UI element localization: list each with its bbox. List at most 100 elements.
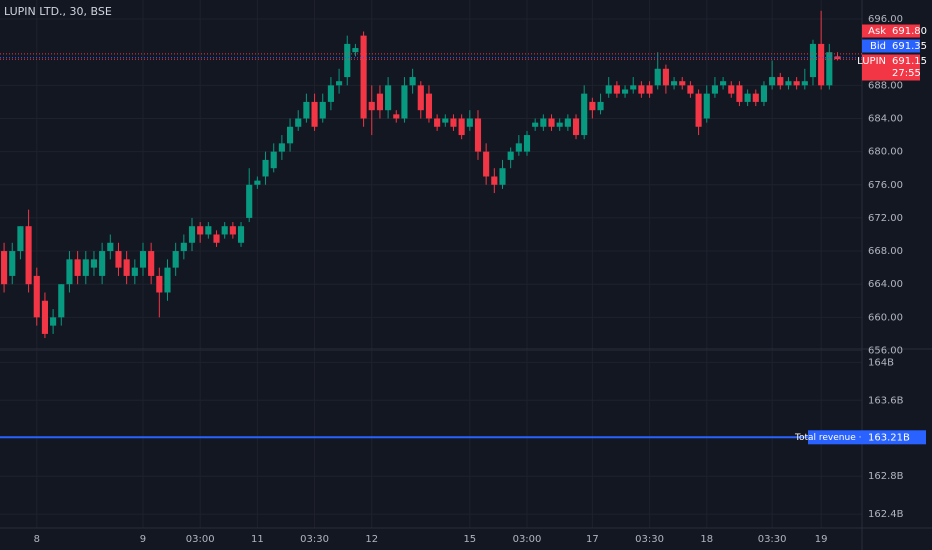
- candle-body: [736, 85, 743, 102]
- candle-body: [17, 226, 24, 252]
- candle-body: [442, 118, 449, 123]
- candle-body: [237, 226, 245, 243]
- y-tick-label: 696.00: [868, 14, 903, 25]
- x-tick-label: 11: [251, 534, 264, 545]
- candle-body: [809, 43, 817, 78]
- x-tick-label: 03:30: [758, 534, 787, 545]
- candle-body: [286, 126, 294, 144]
- y-tick-label: 676.00: [868, 180, 903, 191]
- revenue-name-box: [808, 430, 862, 445]
- y-tick-label: 680.00: [868, 147, 903, 158]
- candle-body: [172, 251, 179, 268]
- candle-body: [793, 81, 800, 86]
- x-tick-label: 03:00: [513, 534, 542, 545]
- candle-body: [327, 85, 334, 102]
- x-tick-label: 8: [34, 534, 40, 545]
- x-tick-label: 15: [463, 534, 476, 545]
- y-tick-label: 664.00: [868, 279, 903, 290]
- revenue-name: Total revenue · FY: [794, 433, 875, 443]
- quote-label-box: [862, 54, 920, 81]
- candle-body: [720, 81, 727, 86]
- candle-body: [744, 93, 751, 102]
- y2-tick-label: 164B: [868, 357, 894, 368]
- candle-body: [270, 151, 277, 169]
- candle-body: [197, 226, 204, 235]
- candle-body: [221, 226, 228, 235]
- candle-body: [532, 122, 539, 127]
- candle-body: [417, 85, 424, 111]
- candle-body: [188, 226, 196, 243]
- candle-body: [164, 267, 171, 293]
- y2-tick-label: 163.6B: [868, 395, 904, 406]
- candle-body: [50, 317, 57, 326]
- candle-body: [671, 81, 678, 86]
- candle-body: [74, 259, 81, 276]
- candle-body: [777, 77, 784, 86]
- marks: [1, 10, 841, 339]
- candle-body: [278, 143, 285, 152]
- candle-body: [33, 275, 40, 318]
- candle-body: [368, 101, 375, 111]
- candle-body: [638, 85, 645, 94]
- candle-body: [826, 52, 833, 86]
- candle-body: [303, 101, 310, 119]
- y-tick-label: 660.00: [868, 312, 903, 323]
- x-tick-label: 17: [586, 534, 599, 545]
- candle-body: [499, 168, 506, 185]
- candle-body: [711, 85, 718, 94]
- candle-body: [474, 118, 482, 152]
- candle-body: [1, 251, 8, 285]
- candle-body: [25, 226, 32, 285]
- candle-body: [352, 48, 359, 53]
- candle-body: [597, 101, 604, 111]
- candle-body: [107, 242, 114, 252]
- candle-body: [695, 93, 702, 127]
- candle-body: [9, 251, 16, 276]
- candle-body: [450, 118, 457, 127]
- candle-body: [205, 226, 212, 235]
- candle-body: [295, 118, 302, 127]
- candle-body: [254, 180, 261, 185]
- candle-body: [703, 93, 710, 119]
- candle-body: [760, 85, 768, 102]
- candle-body: [801, 81, 808, 86]
- candle-body: [58, 284, 65, 318]
- candle-body: [646, 85, 653, 94]
- candle-body: [99, 251, 106, 276]
- candle-body: [483, 151, 490, 177]
- candle-body: [434, 118, 441, 127]
- candle-body: [613, 85, 620, 94]
- grid: [0, 0, 862, 528]
- candle-body: [41, 300, 49, 334]
- candle-body: [319, 101, 326, 119]
- candle-body: [115, 251, 122, 268]
- candle-body: [213, 234, 220, 243]
- x-tick-label: 18: [700, 534, 713, 545]
- candle-body: [679, 81, 686, 86]
- candle-body: [507, 151, 514, 160]
- x-tick-label: 12: [365, 534, 378, 545]
- y-tick-label: 656.00: [868, 345, 903, 356]
- quote-label-box: [862, 24, 920, 38]
- candle-body: [90, 259, 98, 268]
- candle-body: [344, 43, 351, 78]
- quote-label-box: [862, 39, 920, 53]
- quote-countdown: 27:55: [892, 68, 921, 79]
- candle-body: [376, 93, 383, 111]
- y-tick-label: 672.00: [868, 213, 903, 224]
- candle-body: [605, 85, 612, 94]
- candle-body: [82, 259, 89, 276]
- candle-body: [401, 85, 408, 119]
- quote-name: Ask: [868, 26, 886, 37]
- candle-body: [752, 93, 759, 102]
- candle-body: [556, 122, 563, 127]
- candle-body: [393, 114, 400, 119]
- candle-body: [785, 81, 792, 86]
- x-tick-label: 19: [815, 534, 828, 545]
- x-tick-label: 03:00: [186, 534, 215, 545]
- candle-body: [564, 118, 571, 127]
- x-tick-label: 9: [140, 534, 146, 545]
- candle-body: [491, 176, 498, 185]
